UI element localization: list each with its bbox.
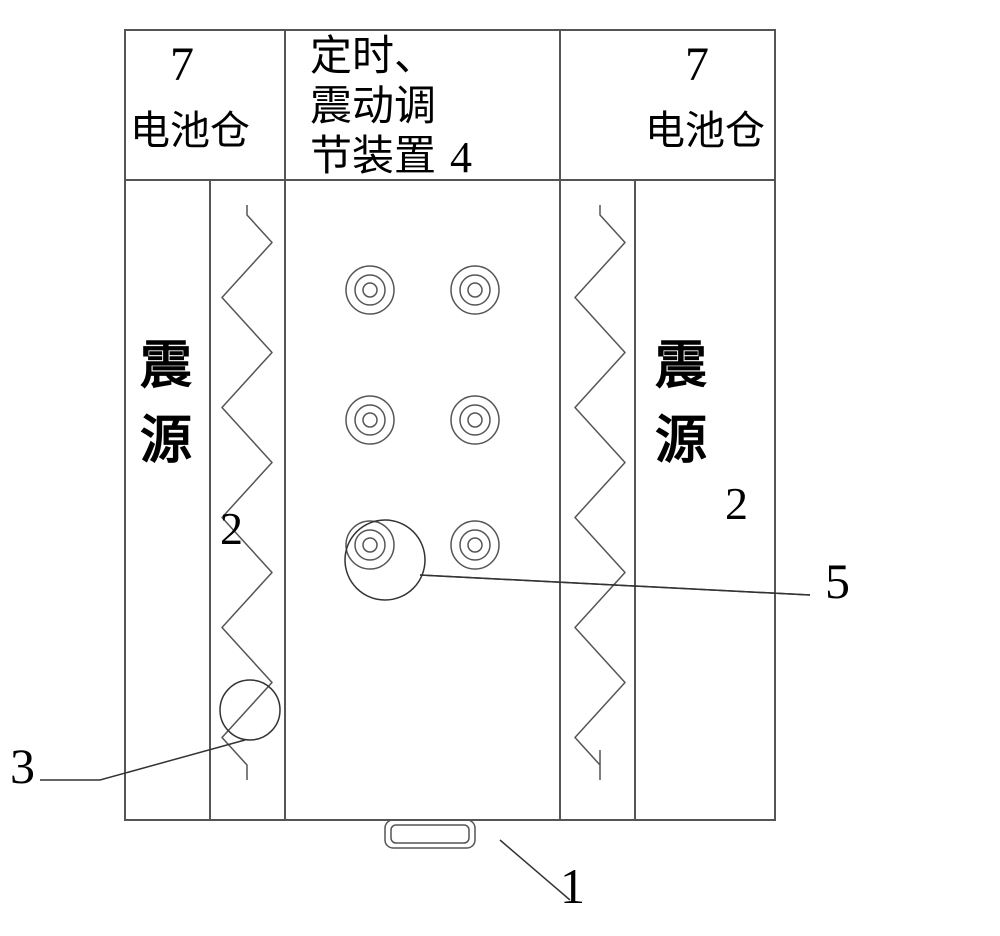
label-src_right_l2: 源: [655, 415, 707, 470]
label-src_right_l1: 震: [655, 340, 707, 395]
label-num2_left: 2: [220, 505, 243, 553]
label-num3: 3: [10, 740, 35, 793]
diagram-canvas: 7电池仓7电池仓定时、震动调节装置4震源2震源2531: [0, 0, 1000, 936]
label-mid_title_l2: 震动调: [310, 85, 436, 129]
label-num7_left: 7: [170, 40, 194, 90]
label-mid_title_l1: 定时、: [310, 35, 436, 79]
label-batt_right: 电池仓: [645, 110, 765, 152]
spring-right: [575, 205, 625, 780]
label-src_left_l1: 震: [140, 340, 192, 395]
label-mid_num4: 4: [450, 135, 472, 181]
label-batt_left: 电池仓: [130, 110, 250, 152]
label-num5: 5: [825, 555, 850, 608]
spring-left: [222, 205, 272, 780]
label-num7_right: 7: [685, 40, 709, 90]
label-num2_right: 2: [725, 480, 748, 528]
label-src_left_l2: 源: [140, 415, 192, 470]
label-num1: 1: [560, 860, 585, 913]
label-mid_title_l3: 节装置: [310, 135, 436, 179]
